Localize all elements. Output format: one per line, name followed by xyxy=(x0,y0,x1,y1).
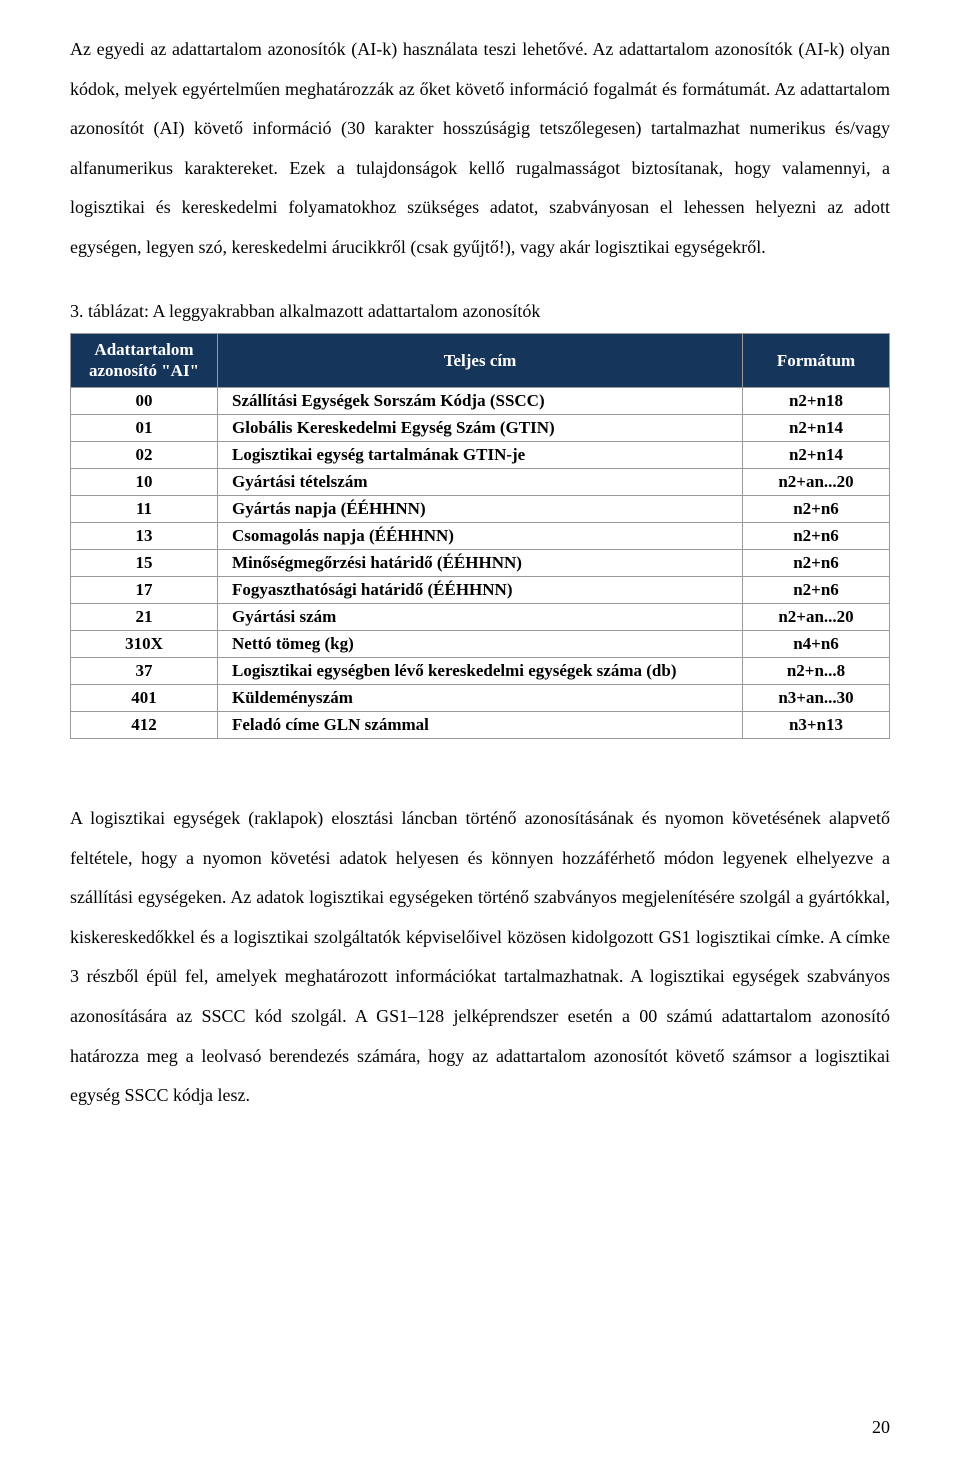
cell-ai: 310X xyxy=(71,630,218,657)
cell-title: Fogyaszthatósági határidő (ÉÉHHNN) xyxy=(218,576,743,603)
cell-format: n2+n6 xyxy=(743,495,890,522)
table-row: 13 Csomagolás napja (ÉÉHHNN) n2+n6 xyxy=(71,522,890,549)
table-row: 11 Gyártás napja (ÉÉHHNN) n2+n6 xyxy=(71,495,890,522)
col-header-title: Teljes cím xyxy=(218,334,743,388)
cell-title: Gyártás napja (ÉÉHHNN) xyxy=(218,495,743,522)
cell-title: Gyártási szám xyxy=(218,603,743,630)
paragraph-bottom: A logisztikai egységek (raklapok) eloszt… xyxy=(70,799,890,1116)
cell-title: Küldeményszám xyxy=(218,684,743,711)
cell-ai: 401 xyxy=(71,684,218,711)
cell-format: n2+an...20 xyxy=(743,468,890,495)
cell-format: n3+n13 xyxy=(743,711,890,738)
cell-title: Logisztikai egység tartalmának GTIN-je xyxy=(218,441,743,468)
table-row: 17 Fogyaszthatósági határidő (ÉÉHHNN) n2… xyxy=(71,576,890,603)
cell-ai: 412 xyxy=(71,711,218,738)
table-row: 412 Feladó címe GLN számmal n3+n13 xyxy=(71,711,890,738)
ai-table: Adattartalom azonosító "AI" Teljes cím F… xyxy=(70,333,890,739)
table-row: 37 Logisztikai egységben lévő kereskedel… xyxy=(71,657,890,684)
paragraph-top: Az egyedi az adattartalom azonosítók (AI… xyxy=(70,30,890,268)
cell-title: Globális Kereskedelmi Egység Szám (GTIN) xyxy=(218,414,743,441)
cell-format: n4+n6 xyxy=(743,630,890,657)
cell-format: n2+n18 xyxy=(743,387,890,414)
cell-ai: 13 xyxy=(71,522,218,549)
cell-ai: 15 xyxy=(71,549,218,576)
cell-ai: 37 xyxy=(71,657,218,684)
cell-format: n2+n6 xyxy=(743,549,890,576)
cell-format: n2+n14 xyxy=(743,441,890,468)
cell-ai: 02 xyxy=(71,441,218,468)
table-row: 01 Globális Kereskedelmi Egység Szám (GT… xyxy=(71,414,890,441)
cell-ai: 17 xyxy=(71,576,218,603)
table-header-row: Adattartalom azonosító "AI" Teljes cím F… xyxy=(71,334,890,388)
document-page: Az egyedi az adattartalom azonosítók (AI… xyxy=(0,0,960,1462)
table-caption: 3. táblázat: A leggyakrabban alkalmazott… xyxy=(70,292,890,332)
cell-ai: 21 xyxy=(71,603,218,630)
table-row: 10 Gyártási tételszám n2+an...20 xyxy=(71,468,890,495)
cell-format: n3+an...30 xyxy=(743,684,890,711)
col-header-ai: Adattartalom azonosító "AI" xyxy=(71,334,218,388)
cell-ai: 01 xyxy=(71,414,218,441)
table-row: 21 Gyártási szám n2+an...20 xyxy=(71,603,890,630)
cell-title: Gyártási tételszám xyxy=(218,468,743,495)
table-row: 02 Logisztikai egység tartalmának GTIN-j… xyxy=(71,441,890,468)
cell-title: Nettó tömeg (kg) xyxy=(218,630,743,657)
table-row: 401 Küldeményszám n3+an...30 xyxy=(71,684,890,711)
cell-title: Logisztikai egységben lévő kereskedelmi … xyxy=(218,657,743,684)
cell-format: n2+n6 xyxy=(743,522,890,549)
table-row: 15 Minőségmegőrzési határidő (ÉÉHHNN) n2… xyxy=(71,549,890,576)
cell-format: n2+an...20 xyxy=(743,603,890,630)
cell-ai: 10 xyxy=(71,468,218,495)
table-row: 00 Szállítási Egységek Sorszám Kódja (SS… xyxy=(71,387,890,414)
table-row: 310X Nettó tömeg (kg) n4+n6 xyxy=(71,630,890,657)
cell-ai: 11 xyxy=(71,495,218,522)
cell-format: n2+n6 xyxy=(743,576,890,603)
col-header-format: Formátum xyxy=(743,334,890,388)
cell-title: Feladó címe GLN számmal xyxy=(218,711,743,738)
cell-format: n2+n...8 xyxy=(743,657,890,684)
cell-title: Minőségmegőrzési határidő (ÉÉHHNN) xyxy=(218,549,743,576)
page-number: 20 xyxy=(872,1417,890,1438)
cell-ai: 00 xyxy=(71,387,218,414)
cell-format: n2+n14 xyxy=(743,414,890,441)
cell-title: Csomagolás napja (ÉÉHHNN) xyxy=(218,522,743,549)
cell-title: Szállítási Egységek Sorszám Kódja (SSCC) xyxy=(218,387,743,414)
